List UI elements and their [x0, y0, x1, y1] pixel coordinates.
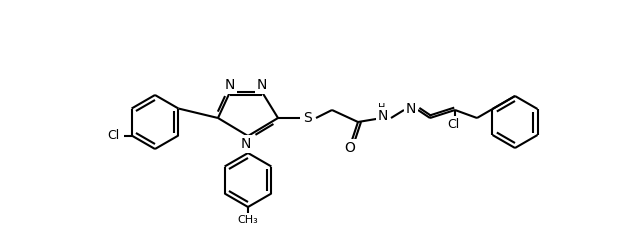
Text: Cl: Cl: [108, 129, 120, 142]
Text: N: N: [378, 109, 388, 123]
Text: N: N: [225, 78, 235, 92]
Text: N: N: [406, 102, 416, 116]
Text: O: O: [344, 141, 355, 155]
Text: S: S: [303, 111, 312, 125]
Text: Cl: Cl: [447, 118, 459, 131]
Text: N: N: [241, 137, 251, 151]
Text: N: N: [257, 78, 267, 92]
Text: CH₃: CH₃: [237, 215, 259, 225]
Text: H: H: [378, 103, 386, 113]
